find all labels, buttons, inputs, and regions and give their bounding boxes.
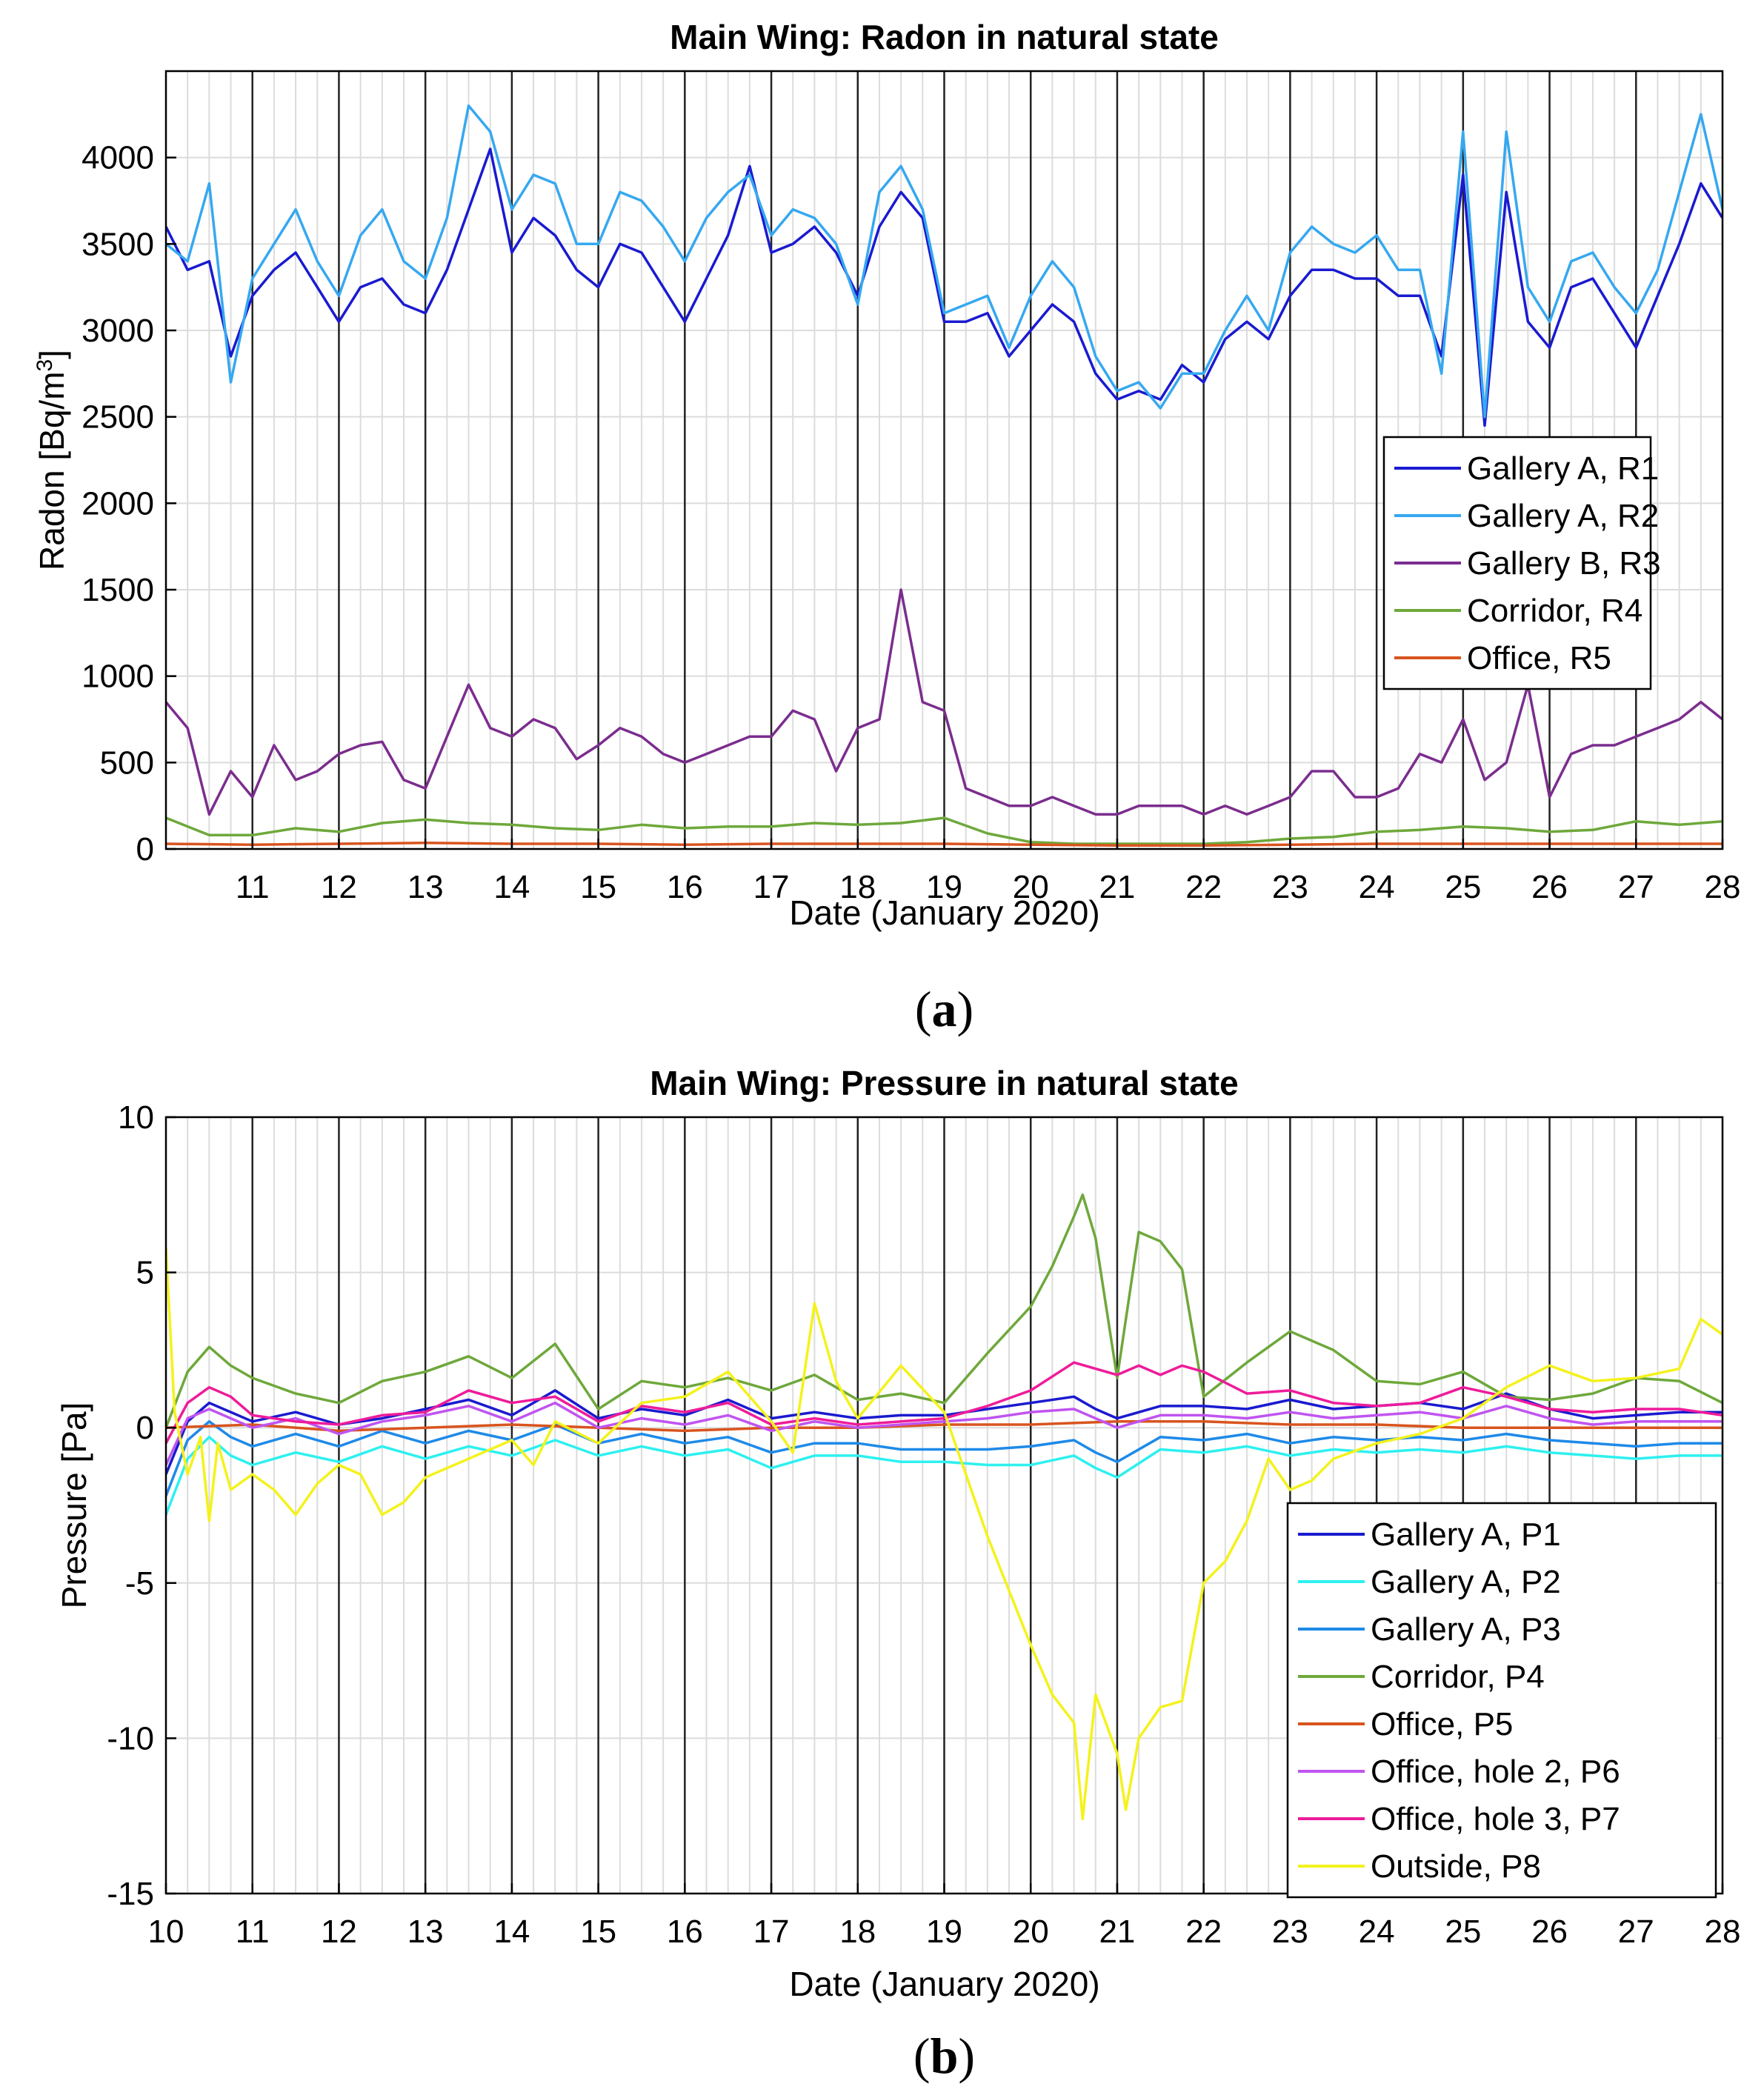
- x-tick-label: 25: [1445, 869, 1481, 905]
- y-tick-label: 2500: [81, 399, 154, 436]
- panel-caption: (a): [915, 981, 973, 1037]
- legend-label: Outside, P8: [1371, 1848, 1541, 1885]
- legend-box: [1286, 1502, 1717, 1899]
- y-axis-label: Pressure [Pa]: [55, 1402, 93, 1609]
- x-tick-label: 22: [1185, 1914, 1222, 1950]
- legend-label: Gallery A, P3: [1371, 1611, 1561, 1648]
- legend-label: Office, P5: [1371, 1706, 1513, 1742]
- series-line-office-p5: [166, 1420, 1723, 1433]
- x-tick-label: 17: [753, 869, 790, 905]
- x-tick-label: 26: [1531, 1914, 1568, 1950]
- legend: Gallery A, R1 Gallery A, R2 Gallery B, R3 C…: [1382, 436, 1661, 690]
- x-tick-label: 18: [839, 1914, 876, 1950]
- legend-label: Gallery A, R1: [1467, 450, 1659, 487]
- y-tick-label: -10: [107, 1720, 154, 1756]
- series-group: [166, 1193, 1723, 1821]
- x-tick-label: 11: [236, 1914, 270, 1950]
- x-tick-label: 23: [1272, 1914, 1308, 1950]
- series-line-gallery-a-r2: [166, 104, 1723, 419]
- x-tick-label: 18: [839, 869, 876, 905]
- legend-label: Office, hole 2, P6: [1371, 1754, 1620, 1790]
- y-tick-label: 3500: [81, 226, 154, 262]
- x-tick-label: 24: [1359, 1914, 1395, 1950]
- x-tick-label: 16: [667, 869, 703, 905]
- series-line-gallery-a-p2: [166, 1436, 1723, 1516]
- x-tick-label: 14: [493, 1914, 530, 1950]
- x-tick-label: 19: [926, 1914, 962, 1950]
- x-tick-label: 27: [1618, 869, 1654, 905]
- x-tick-label: 19: [926, 869, 962, 905]
- y-tick-label: 2000: [81, 485, 154, 522]
- x-tick-label: 17: [753, 1914, 790, 1950]
- x-tick-label: 12: [321, 869, 357, 905]
- legend: Gallery A, P1 Gallery A, P2 Gallery A, P3 C…: [1286, 1502, 1717, 1899]
- x-tick-label: 13: [407, 1914, 444, 1950]
- y-tick-label: 0: [136, 1410, 154, 1446]
- series-line-office-hole-3-p7: [166, 1361, 1723, 1445]
- x-tick-label: 15: [580, 869, 616, 905]
- x-axis-label: Date (January 2020): [789, 893, 1099, 932]
- series-line-gallery-a-p1: [166, 1389, 1723, 1475]
- legend-label: Office, hole 3, P7: [1371, 1801, 1620, 1837]
- x-tick-label: 27: [1618, 1914, 1654, 1950]
- legend-label: Gallery A, P1: [1371, 1516, 1561, 1553]
- pressure-panel: -15 -10 -5 0 5 10 10 11 12 13 14 15 16 17 18 19 20 21 22 23…: [55, 1064, 1740, 2084]
- y-tick-label: -15: [107, 1876, 154, 1912]
- legend-label: Gallery A, P2: [1371, 1564, 1561, 1600]
- x-tick-label: 22: [1185, 869, 1222, 905]
- x-tick-label: 28: [1705, 1914, 1741, 1950]
- x-axis-label: Date (January 2020): [789, 1965, 1099, 2003]
- x-tick-label: 11: [236, 869, 270, 905]
- legend-label: Office, R5: [1467, 640, 1611, 676]
- series-line-gallery-b-r3: [166, 588, 1723, 816]
- radon-panel: 0 500 1000 1500 2000 2500 3000 3500 4000 11 12 13 14…: [33, 18, 1740, 1037]
- legend-label: Gallery B, R3: [1467, 545, 1661, 582]
- y-tick-label: 500: [100, 745, 154, 781]
- x-tick-label: 16: [667, 1914, 703, 1950]
- series-line-office-hole-2-p6: [166, 1401, 1723, 1466]
- y-tick-label: 3000: [81, 313, 154, 349]
- x-tick-label: 24: [1359, 869, 1395, 905]
- y-tick-label: -5: [125, 1565, 154, 1602]
- x-tick-label: 28: [1705, 869, 1741, 905]
- x-tick-label: 20: [1013, 1914, 1049, 1950]
- series-line-outside-p8: [166, 1248, 1723, 1821]
- panel-caption: (b): [913, 2028, 975, 2084]
- y-tick-label: 5: [136, 1255, 154, 1291]
- x-tick-label: 21: [1099, 1914, 1135, 1950]
- y-tick-label: 1500: [81, 572, 154, 608]
- x-tick-label: 20: [1013, 869, 1049, 905]
- x-tick-label: 10: [148, 1914, 184, 1950]
- x-tick-label: 23: [1272, 869, 1308, 905]
- x-tick-label: 13: [407, 869, 444, 905]
- series-line-gallery-a-r1: [166, 147, 1723, 427]
- x-tick-label: 25: [1445, 1914, 1481, 1950]
- x-tick-label: 14: [493, 869, 530, 905]
- chart-title: Main Wing: Pressure in natural state: [650, 1064, 1239, 1102]
- legend-label: Corridor, R4: [1467, 593, 1642, 629]
- x-tick-label: 21: [1099, 869, 1135, 905]
- y-tick-label: 4000: [81, 140, 154, 176]
- x-tick-label: 15: [580, 1914, 616, 1950]
- chart-title: Main Wing: Radon in natural state: [670, 18, 1219, 56]
- x-tick-label: 12: [321, 1914, 357, 1950]
- x-tick-label: 26: [1531, 869, 1568, 905]
- y-tick-label: 10: [118, 1099, 154, 1136]
- series-line-corridor-r4: [166, 816, 1723, 845]
- legend-label: Gallery A, R2: [1467, 498, 1659, 534]
- series-line-corridor-p4: [166, 1193, 1723, 1428]
- y-tick-label: 0: [136, 831, 154, 867]
- y-axis-label: Radon [Bq/m3]: [33, 350, 71, 570]
- series-line-gallery-a-p3: [166, 1420, 1723, 1497]
- y-tick-label: 1000: [81, 659, 154, 695]
- legend-label: Corridor, P4: [1371, 1659, 1545, 1695]
